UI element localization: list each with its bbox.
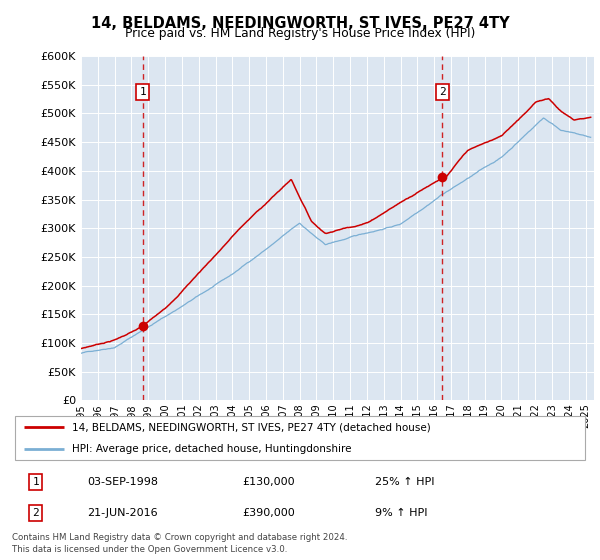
Text: HPI: Average price, detached house, Huntingdonshire: HPI: Average price, detached house, Hunt… [73,444,352,454]
Text: 14, BELDAMS, NEEDINGWORTH, ST IVES, PE27 4TY: 14, BELDAMS, NEEDINGWORTH, ST IVES, PE27… [91,16,509,31]
Text: £130,000: £130,000 [242,477,295,487]
Text: 25% ↑ HPI: 25% ↑ HPI [375,477,434,487]
Text: 9% ↑ HPI: 9% ↑ HPI [375,508,427,517]
Text: 03-SEP-1998: 03-SEP-1998 [87,477,158,487]
Text: 1: 1 [32,477,39,487]
Text: 14, BELDAMS, NEEDINGWORTH, ST IVES, PE27 4TY (detached house): 14, BELDAMS, NEEDINGWORTH, ST IVES, PE27… [73,422,431,432]
Text: Price paid vs. HM Land Registry's House Price Index (HPI): Price paid vs. HM Land Registry's House … [125,27,475,40]
Text: 2: 2 [32,508,39,517]
Text: 21-JUN-2016: 21-JUN-2016 [87,508,158,517]
Text: £390,000: £390,000 [242,508,295,517]
Text: 2: 2 [439,87,445,97]
Text: Contains HM Land Registry data © Crown copyright and database right 2024.
This d: Contains HM Land Registry data © Crown c… [12,533,347,554]
Text: 1: 1 [139,87,146,97]
